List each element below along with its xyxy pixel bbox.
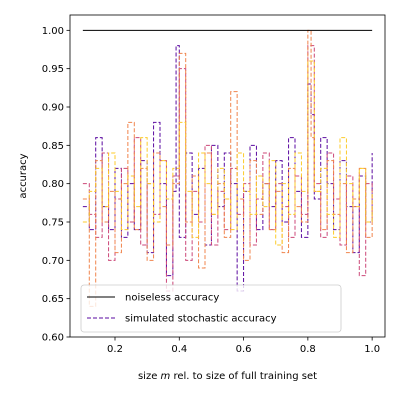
x-tick-label: 0.6 bbox=[236, 344, 252, 355]
y-axis-label: accuracy bbox=[18, 153, 29, 198]
legend: noiseless accuracy simulated stochastic a… bbox=[80, 284, 342, 333]
x-tick-label: 0.8 bbox=[300, 344, 316, 355]
stochastic-series-4 bbox=[82, 60, 373, 246]
stochastic-series-2 bbox=[82, 45, 373, 292]
stochastic-series-3 bbox=[82, 29, 373, 307]
y-tick-label: 0.80 bbox=[42, 179, 64, 190]
y-tick-label: 0.65 bbox=[42, 294, 64, 305]
legend-label-1: noiseless accuracy bbox=[125, 293, 219, 304]
x-tick-label: 1.0 bbox=[364, 344, 380, 355]
y-tick-label: 0.90 bbox=[42, 103, 64, 114]
axes-layer: 0.2 0.4 0.6 0.8 1.0 0.60 0.65 0.70 0.75 0.80 0.85 0… bbox=[18, 14, 386, 382]
y-tick-label: 0.85 bbox=[42, 141, 64, 152]
legend-box bbox=[80, 284, 342, 333]
y-tick-label: 0.95 bbox=[42, 64, 64, 75]
y-tick-label: 0.60 bbox=[42, 333, 64, 344]
x-tick-label: 0.4 bbox=[171, 344, 187, 355]
x-tick-label: 0.2 bbox=[107, 344, 123, 355]
x-axis-label: size m rel. to size of full training set bbox=[138, 371, 317, 382]
y-tick-label: 1.00 bbox=[42, 26, 64, 37]
y-tick-label: 0.75 bbox=[42, 218, 64, 229]
plot-frame bbox=[69, 14, 386, 338]
series-layer bbox=[82, 29, 373, 307]
legend-label-2: simulated stochastic accuracy bbox=[125, 314, 277, 325]
y-tick-label: 0.70 bbox=[42, 256, 64, 267]
